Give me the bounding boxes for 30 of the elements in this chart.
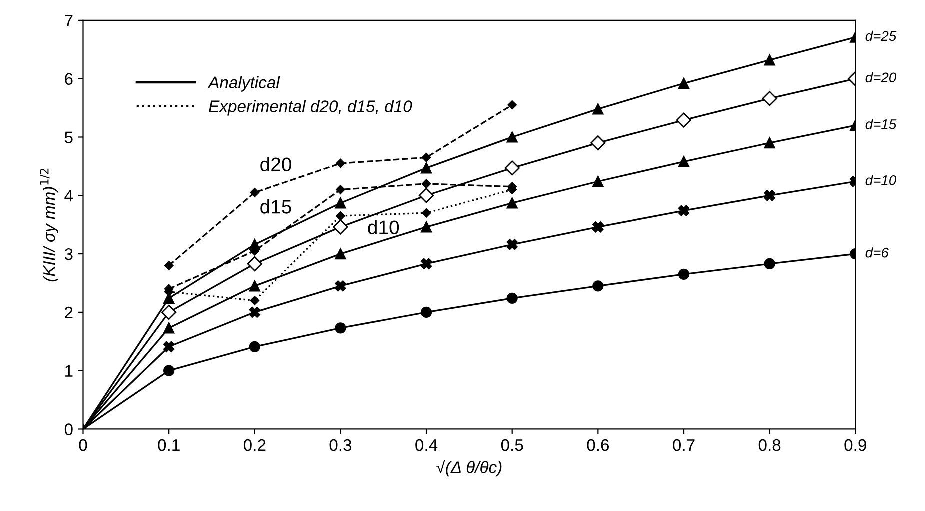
x-tick-label: 0.9	[844, 439, 866, 452]
series-label: d=6	[866, 248, 889, 258]
x-axis-title: √(Δ θ/θc)	[436, 460, 502, 477]
x-tick-label: 0.5	[501, 439, 524, 452]
series-label: d=10	[866, 175, 897, 186]
series-label: d15	[260, 200, 292, 214]
series-label: d20	[260, 157, 292, 172]
y-tick-label: 6	[65, 73, 73, 86]
x-tick-label: 0.3	[330, 439, 352, 452]
x-tick-label: 0.8	[758, 439, 781, 452]
y-tick-label: 2	[65, 306, 73, 318]
series-label: d=15	[866, 119, 897, 130]
x-tick-label: 0.6	[587, 439, 610, 452]
y-tick-label: 1	[66, 365, 73, 377]
y-axis-title: (KIII/ σy mm)$^{1/2}$	[40, 168, 59, 282]
series-label: d10	[368, 220, 400, 234]
y-tick-label: 3	[64, 248, 73, 260]
y-tick-label: 0	[64, 424, 73, 436]
x-tick-label: 0.1	[158, 439, 180, 452]
y-tick-label: 7	[65, 15, 73, 26]
annotation: Analytical	[208, 76, 280, 92]
x-tick-label: 0.2	[244, 439, 266, 452]
x-tick-label: 0.7	[673, 439, 695, 452]
series-label: d=20	[866, 72, 897, 83]
annotation: Experimental d20, d15, d10	[209, 100, 412, 116]
series-label: d=25	[866, 30, 897, 42]
y-tick-label: 5	[64, 132, 73, 144]
x-tick-label: 0	[79, 439, 88, 452]
x-tick-label: 0.4	[416, 439, 438, 452]
y-tick-label: 4	[64, 190, 74, 202]
